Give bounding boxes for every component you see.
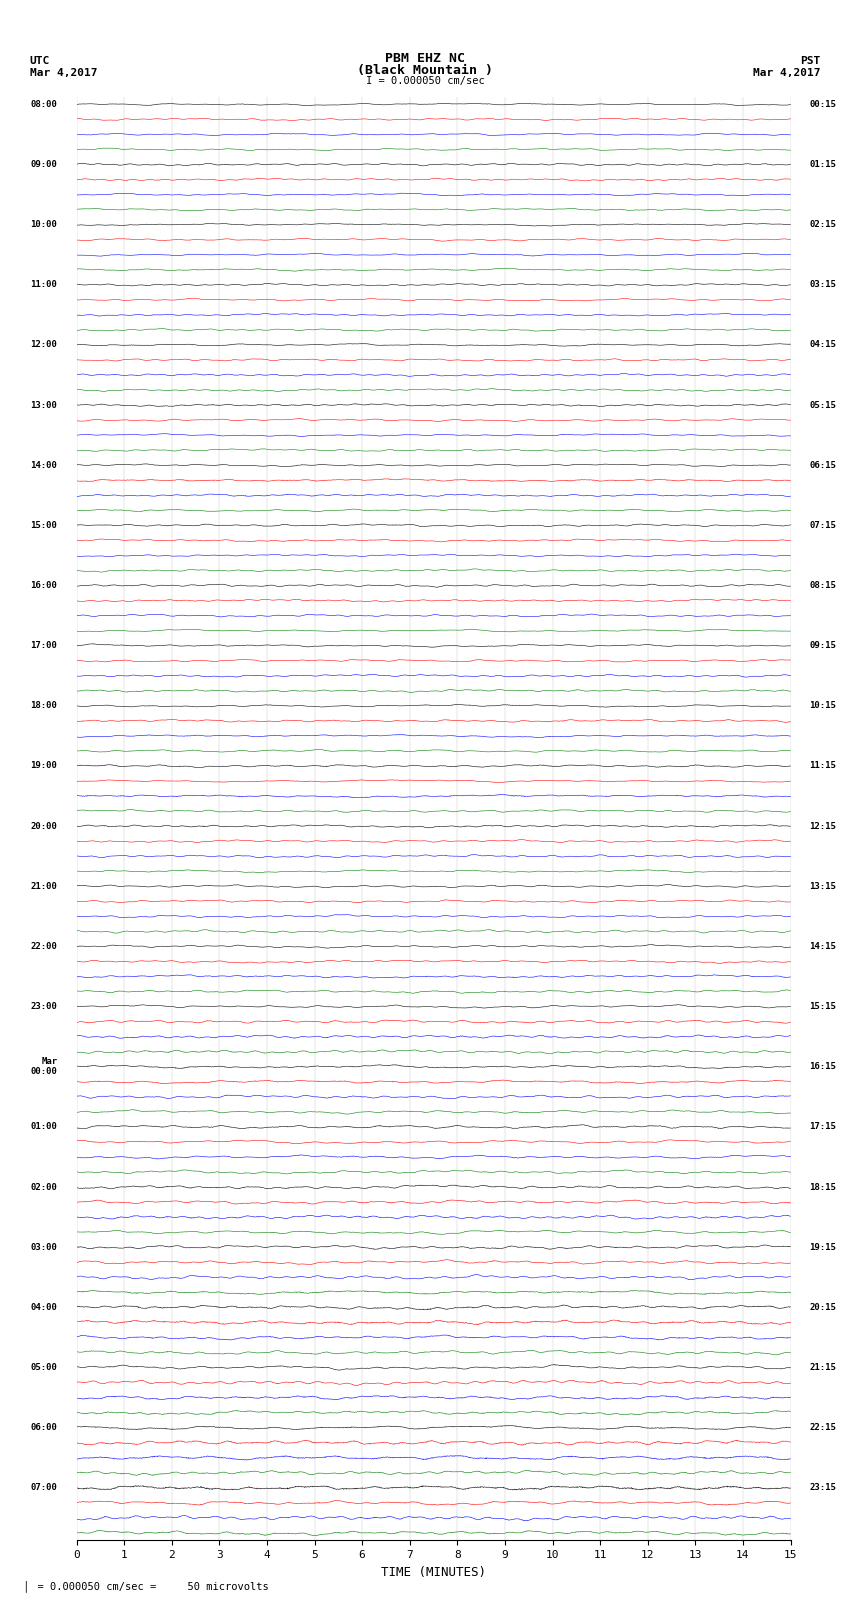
Text: 11:15: 11:15	[809, 761, 836, 771]
Text: 21:00: 21:00	[31, 882, 58, 890]
Text: 00:15: 00:15	[809, 100, 836, 108]
Text: 17:00: 17:00	[31, 640, 58, 650]
Text: 19:00: 19:00	[31, 761, 58, 771]
Text: ▏ = 0.000050 cm/sec =     50 microvolts: ▏ = 0.000050 cm/sec = 50 microvolts	[26, 1579, 269, 1592]
Text: 04:15: 04:15	[809, 340, 836, 350]
Text: UTC: UTC	[30, 56, 50, 66]
X-axis label: TIME (MINUTES): TIME (MINUTES)	[381, 1566, 486, 1579]
Text: 07:15: 07:15	[809, 521, 836, 529]
Text: 07:00: 07:00	[31, 1484, 58, 1492]
Text: 23:00: 23:00	[31, 1002, 58, 1011]
Text: 20:00: 20:00	[31, 821, 58, 831]
Text: 01:00: 01:00	[31, 1123, 58, 1131]
Text: 22:00: 22:00	[31, 942, 58, 952]
Text: (Black Mountain ): (Black Mountain )	[357, 63, 493, 77]
Text: Mar 4,2017: Mar 4,2017	[753, 68, 820, 79]
Text: PBM EHZ NC: PBM EHZ NC	[385, 52, 465, 66]
Text: 10:15: 10:15	[809, 702, 836, 710]
Text: 08:00: 08:00	[31, 100, 58, 108]
Text: I = 0.000050 cm/sec: I = 0.000050 cm/sec	[366, 76, 484, 87]
Text: 03:00: 03:00	[31, 1242, 58, 1252]
Text: 05:00: 05:00	[31, 1363, 58, 1373]
Text: 03:15: 03:15	[809, 281, 836, 289]
Text: 12:00: 12:00	[31, 340, 58, 350]
Text: 02:00: 02:00	[31, 1182, 58, 1192]
Text: 04:00: 04:00	[31, 1303, 58, 1311]
Text: 01:15: 01:15	[809, 160, 836, 169]
Text: Mar
00:00: Mar 00:00	[31, 1057, 58, 1076]
Text: 20:15: 20:15	[809, 1303, 836, 1311]
Text: 17:15: 17:15	[809, 1123, 836, 1131]
Text: 14:00: 14:00	[31, 461, 58, 469]
Text: 05:15: 05:15	[809, 400, 836, 410]
Text: 06:15: 06:15	[809, 461, 836, 469]
Text: 23:15: 23:15	[809, 1484, 836, 1492]
Text: 15:15: 15:15	[809, 1002, 836, 1011]
Text: 16:15: 16:15	[809, 1063, 836, 1071]
Text: 19:15: 19:15	[809, 1242, 836, 1252]
Text: 09:00: 09:00	[31, 160, 58, 169]
Text: PST: PST	[800, 56, 820, 66]
Text: 06:00: 06:00	[31, 1423, 58, 1432]
Text: 08:15: 08:15	[809, 581, 836, 590]
Text: Mar 4,2017: Mar 4,2017	[30, 68, 97, 79]
Text: 09:15: 09:15	[809, 640, 836, 650]
Text: 12:15: 12:15	[809, 821, 836, 831]
Text: 11:00: 11:00	[31, 281, 58, 289]
Text: 13:15: 13:15	[809, 882, 836, 890]
Text: 15:00: 15:00	[31, 521, 58, 529]
Text: 21:15: 21:15	[809, 1363, 836, 1373]
Text: 18:15: 18:15	[809, 1182, 836, 1192]
Text: 18:00: 18:00	[31, 702, 58, 710]
Text: 13:00: 13:00	[31, 400, 58, 410]
Text: 14:15: 14:15	[809, 942, 836, 952]
Text: 02:15: 02:15	[809, 219, 836, 229]
Text: 22:15: 22:15	[809, 1423, 836, 1432]
Text: 10:00: 10:00	[31, 219, 58, 229]
Text: 16:00: 16:00	[31, 581, 58, 590]
